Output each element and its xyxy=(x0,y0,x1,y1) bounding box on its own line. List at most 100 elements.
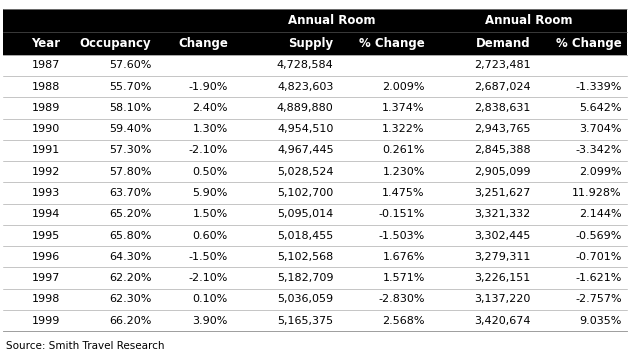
Text: -1.503%: -1.503% xyxy=(379,231,425,240)
Text: -2.10%: -2.10% xyxy=(188,146,228,156)
Text: -1.339%: -1.339% xyxy=(575,82,622,92)
Text: 4,967,445: 4,967,445 xyxy=(277,146,333,156)
Text: 2.40%: 2.40% xyxy=(192,103,228,113)
Text: 5,182,709: 5,182,709 xyxy=(277,273,333,283)
Text: 1993: 1993 xyxy=(32,188,60,198)
Text: Occupancy: Occupancy xyxy=(80,37,151,50)
Text: 2,845,388: 2,845,388 xyxy=(474,146,531,156)
Text: 4,954,510: 4,954,510 xyxy=(277,124,333,134)
Text: 4,728,584: 4,728,584 xyxy=(277,60,333,71)
Text: 1.230%: 1.230% xyxy=(382,167,425,177)
Text: 0.50%: 0.50% xyxy=(193,167,228,177)
Bar xyxy=(3,246,627,268)
Text: -0.701%: -0.701% xyxy=(575,252,622,262)
Text: 3,226,151: 3,226,151 xyxy=(474,273,531,283)
Bar xyxy=(3,161,627,182)
Text: 4,823,603: 4,823,603 xyxy=(277,82,333,92)
Bar xyxy=(3,55,627,76)
Text: 2.099%: 2.099% xyxy=(579,167,622,177)
Text: -1.50%: -1.50% xyxy=(188,252,228,262)
Text: 5,165,375: 5,165,375 xyxy=(278,316,333,325)
Text: 1.374%: 1.374% xyxy=(382,103,425,113)
Text: 5,036,059: 5,036,059 xyxy=(278,294,333,304)
Text: -0.151%: -0.151% xyxy=(379,209,425,219)
Text: 2,905,099: 2,905,099 xyxy=(474,167,531,177)
Text: 1.475%: 1.475% xyxy=(382,188,425,198)
Text: -1.90%: -1.90% xyxy=(188,82,228,92)
Text: -2.830%: -2.830% xyxy=(378,294,425,304)
Text: % Change: % Change xyxy=(556,37,622,50)
Text: 1996: 1996 xyxy=(32,252,60,262)
Text: 1989: 1989 xyxy=(32,103,60,113)
Text: 1991: 1991 xyxy=(32,146,60,156)
Text: 1992: 1992 xyxy=(32,167,60,177)
Text: 3.704%: 3.704% xyxy=(579,124,622,134)
Text: 3,302,445: 3,302,445 xyxy=(474,231,531,240)
Text: 2,943,765: 2,943,765 xyxy=(474,124,531,134)
Text: 1998: 1998 xyxy=(32,294,60,304)
Text: 57.80%: 57.80% xyxy=(109,167,151,177)
Text: 3,321,332: 3,321,332 xyxy=(474,209,531,219)
Text: Source: Smith Travel Research: Source: Smith Travel Research xyxy=(6,341,165,351)
Bar xyxy=(3,140,627,161)
Text: 66.20%: 66.20% xyxy=(109,316,151,325)
Text: 63.70%: 63.70% xyxy=(109,188,151,198)
Text: -3.342%: -3.342% xyxy=(575,146,622,156)
Text: 5,102,568: 5,102,568 xyxy=(278,252,333,262)
Text: 2,838,631: 2,838,631 xyxy=(474,103,531,113)
Bar xyxy=(3,76,627,97)
Text: 64.30%: 64.30% xyxy=(109,252,151,262)
Text: 5.642%: 5.642% xyxy=(579,103,622,113)
Text: 57.60%: 57.60% xyxy=(109,60,151,71)
Text: 1.571%: 1.571% xyxy=(382,273,425,283)
Text: 1995: 1995 xyxy=(32,231,60,240)
Text: 62.30%: 62.30% xyxy=(109,294,151,304)
Text: 2.568%: 2.568% xyxy=(382,316,425,325)
Text: -2.757%: -2.757% xyxy=(575,294,622,304)
Text: 2,687,024: 2,687,024 xyxy=(474,82,531,92)
Bar xyxy=(3,268,627,289)
Text: 0.261%: 0.261% xyxy=(382,146,425,156)
Text: Demand: Demand xyxy=(476,37,531,50)
Text: 1990: 1990 xyxy=(32,124,60,134)
Text: Year: Year xyxy=(31,37,60,50)
Text: 62.20%: 62.20% xyxy=(109,273,151,283)
Text: 1999: 1999 xyxy=(32,316,60,325)
Text: 5,095,014: 5,095,014 xyxy=(278,209,333,219)
Text: 1997: 1997 xyxy=(32,273,60,283)
Text: 2.009%: 2.009% xyxy=(382,82,425,92)
Text: 1.50%: 1.50% xyxy=(193,209,228,219)
Text: 9.035%: 9.035% xyxy=(580,316,622,325)
Text: 3.90%: 3.90% xyxy=(193,316,228,325)
Bar xyxy=(3,289,627,310)
Text: 1.322%: 1.322% xyxy=(382,124,425,134)
Text: -1.621%: -1.621% xyxy=(575,273,622,283)
Text: 59.40%: 59.40% xyxy=(109,124,151,134)
Text: 1.30%: 1.30% xyxy=(193,124,228,134)
Text: 3,137,220: 3,137,220 xyxy=(474,294,531,304)
Text: 2.144%: 2.144% xyxy=(579,209,622,219)
Text: 1988: 1988 xyxy=(32,82,60,92)
Text: 65.20%: 65.20% xyxy=(109,209,151,219)
Text: 5.90%: 5.90% xyxy=(193,188,228,198)
Text: 2,723,481: 2,723,481 xyxy=(474,60,531,71)
Text: 0.10%: 0.10% xyxy=(193,294,228,304)
Bar xyxy=(3,225,627,246)
Text: 55.70%: 55.70% xyxy=(109,82,151,92)
Bar xyxy=(3,204,627,225)
Bar xyxy=(3,310,627,331)
Text: 5,028,524: 5,028,524 xyxy=(277,167,333,177)
Text: 57.30%: 57.30% xyxy=(109,146,151,156)
Text: 3,279,311: 3,279,311 xyxy=(474,252,531,262)
Text: Annual Room: Annual Room xyxy=(485,14,572,27)
Text: 1994: 1994 xyxy=(32,209,60,219)
Bar xyxy=(3,119,627,140)
Text: 3,420,674: 3,420,674 xyxy=(474,316,531,325)
Text: 5,102,700: 5,102,700 xyxy=(278,188,333,198)
Text: 65.80%: 65.80% xyxy=(109,231,151,240)
Text: -2.10%: -2.10% xyxy=(188,273,228,283)
Text: 5,018,455: 5,018,455 xyxy=(278,231,333,240)
Bar xyxy=(3,97,627,119)
Text: 0.60%: 0.60% xyxy=(193,231,228,240)
Text: Annual Room: Annual Room xyxy=(288,14,375,27)
